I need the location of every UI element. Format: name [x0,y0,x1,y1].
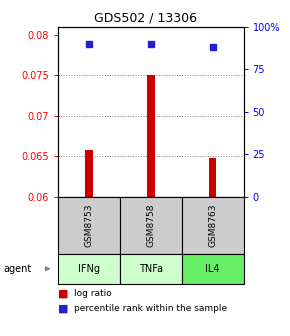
Text: agent: agent [3,264,31,274]
Text: log ratio: log ratio [74,289,112,298]
Bar [147,75,155,197]
Text: ■: ■ [58,288,68,298]
Text: GSM8758: GSM8758 [146,203,155,247]
Text: GSM8753: GSM8753 [84,203,93,247]
Bar [209,158,216,197]
Text: GDS502 / 13306: GDS502 / 13306 [93,12,197,25]
Text: TNFa: TNFa [139,264,163,274]
Text: percentile rank within the sample: percentile rank within the sample [74,304,227,313]
Text: GSM8763: GSM8763 [208,203,217,247]
Text: IFNg: IFNg [78,264,100,274]
Bar [85,150,93,197]
Text: IL4: IL4 [205,264,220,274]
Text: ■: ■ [58,303,68,313]
